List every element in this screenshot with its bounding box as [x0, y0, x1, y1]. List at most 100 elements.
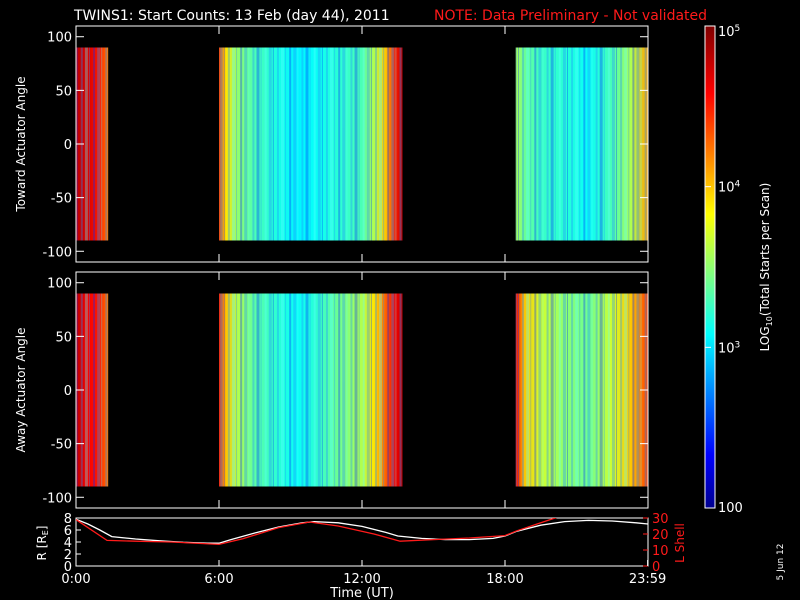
colorbar-tick-label: 103	[718, 340, 740, 356]
heatmap-streak	[264, 293, 267, 487]
heatmap-streak	[182, 293, 186, 487]
heatmap-streak	[554, 47, 556, 241]
heatmap-streak	[599, 47, 603, 241]
heatmap-streak	[138, 293, 140, 487]
heatmap-streak	[272, 293, 274, 487]
heatmap-streak	[93, 47, 96, 241]
heatmap-streak	[411, 293, 414, 487]
heatmap-fill	[76, 47, 648, 241]
heatmap-streak	[142, 293, 145, 487]
heatmap-streak	[313, 293, 316, 487]
heatmap-streak	[109, 47, 113, 241]
heatmap-streak	[260, 293, 262, 487]
heatmap-streak	[305, 293, 309, 487]
heatmap-streak	[248, 293, 250, 487]
heatmap-streak	[211, 47, 213, 241]
colorbar-tick-label: 104	[718, 180, 741, 196]
heatmap-streak	[611, 47, 615, 241]
heatmap-streak	[616, 47, 618, 241]
heatmap-streak	[166, 47, 169, 241]
heatmap-streak	[534, 47, 537, 241]
heatmap-streak	[268, 47, 272, 241]
heatmap-streak	[624, 47, 628, 241]
heatmap-streak	[285, 47, 287, 241]
heatmap-streak	[419, 293, 421, 487]
heatmap-streak	[252, 47, 255, 241]
heatmap-streak	[93, 293, 96, 487]
heatmap-streak	[191, 47, 194, 241]
heatmap-streak	[611, 293, 615, 487]
heatmap-streak	[485, 47, 488, 241]
ylabel-toward: Toward Actuator Angle	[14, 76, 28, 212]
heatmap-streak	[387, 293, 390, 487]
heatmap-streak	[150, 47, 152, 241]
heatmap-streak	[170, 47, 174, 241]
panel-away: 100 50 0 -50 -100 Away Actuator Angle	[14, 271, 649, 509]
heatmap-streak	[456, 293, 458, 487]
heatmap-streak	[125, 47, 127, 241]
heatmap-streak	[211, 293, 213, 487]
heatmap-streak	[489, 293, 493, 487]
heatmap-streak	[317, 293, 321, 487]
heatmap-streak	[113, 47, 115, 241]
heatmap-streak	[387, 47, 390, 241]
heatmap-streak	[272, 47, 274, 241]
heatmap-streak	[391, 293, 395, 487]
heatmap-streak	[142, 47, 145, 241]
heatmap-streak	[628, 47, 630, 241]
heatmap-streak	[575, 293, 579, 487]
chart-title: TWINS1: Start Counts: 13 Feb (day 44), 2…	[73, 8, 390, 24]
heatmap-streak	[252, 293, 255, 487]
heatmap-streak	[338, 47, 341, 241]
heatmap-streak	[305, 47, 309, 241]
heatmap-streak	[297, 293, 299, 487]
heatmap-streak	[297, 47, 299, 241]
heatmap-streak	[603, 47, 605, 241]
ytick-label: 100	[47, 277, 72, 292]
colorbar-tick-exp: 4	[735, 180, 741, 190]
heatmap-streak	[187, 293, 189, 487]
heatmap-streak	[497, 293, 500, 487]
heatmap-streak	[231, 293, 235, 487]
heatmap-streak	[403, 293, 407, 487]
heatmap-streak	[522, 293, 525, 487]
heatmap-streak	[240, 47, 243, 241]
heatmap-streak	[293, 47, 297, 241]
heatmap-streak	[109, 293, 113, 487]
heatmap-streak	[493, 293, 495, 487]
colorbar-tick-exp: 3	[735, 340, 741, 350]
heatmap-streak	[554, 293, 556, 487]
heatmap-streak	[595, 293, 598, 487]
colorbar-tick-base: 10	[718, 181, 735, 196]
heatmap-streak	[493, 47, 495, 241]
heatmap-streak	[174, 47, 176, 241]
heatmap-streak	[526, 47, 530, 241]
heatmap-streak	[219, 47, 223, 241]
heatmap-streak	[464, 293, 468, 487]
heatmap-streak	[203, 293, 206, 487]
heatmap-streak	[477, 47, 481, 241]
heatmap-streak	[391, 47, 395, 241]
lshell-series-line	[76, 518, 558, 546]
heatmap-streak	[207, 293, 211, 487]
heatmap-streak	[227, 47, 230, 241]
ytick-right-label: 10	[652, 544, 669, 559]
heatmap-streak	[166, 293, 169, 487]
heatmap-streak	[191, 293, 194, 487]
heatmap-streak	[309, 47, 311, 241]
heatmap-streak	[501, 47, 505, 241]
heatmap-streak	[362, 293, 365, 487]
heatmap-streak	[583, 47, 586, 241]
ytick-label: 100	[47, 31, 72, 46]
heatmap-streak	[379, 47, 383, 241]
heatmap-streak	[350, 47, 353, 241]
heatmap-streak	[325, 293, 328, 487]
heatmap-streak	[313, 47, 316, 241]
heatmap-streak	[534, 293, 537, 487]
heatmap-streak	[101, 293, 103, 487]
heatmap-streak	[342, 293, 346, 487]
ylabel-r-text: R [R	[35, 535, 49, 560]
heatmap-streak	[366, 293, 370, 487]
date-stamp: 5 Jun 12	[776, 544, 786, 581]
